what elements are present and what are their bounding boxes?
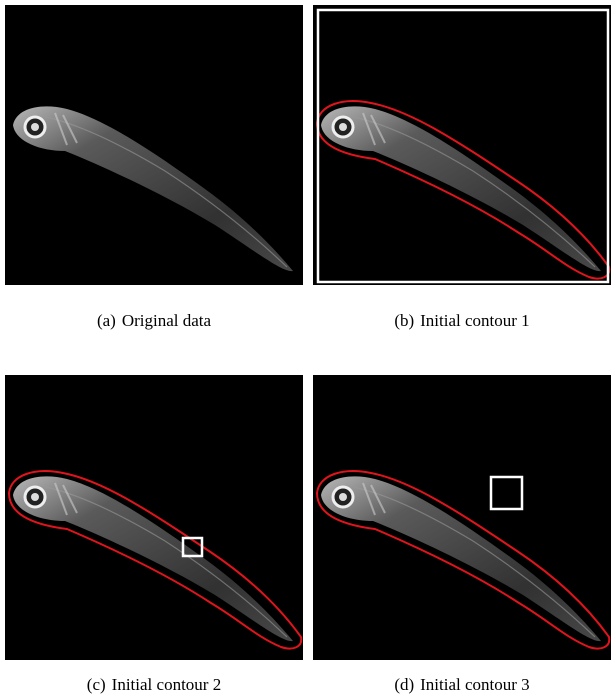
panel-a xyxy=(5,5,303,285)
panel-d xyxy=(313,375,611,660)
caption: (c) Initial contour 2 xyxy=(87,675,221,694)
caption-text: Initial contour 2 xyxy=(112,675,222,694)
figure: (a) Original data (b) Initial contour 1 (c… xyxy=(0,0,611,698)
caption: (d) Initial contour 3 xyxy=(394,675,529,694)
caption-label: (a) xyxy=(97,311,116,330)
caption-text: Initial contour 3 xyxy=(420,675,530,694)
caption-label: (d) xyxy=(394,675,414,694)
caption: (b) Initial contour 1 xyxy=(394,311,529,330)
panel-c xyxy=(5,375,303,660)
caption: (a) Original data xyxy=(97,311,212,330)
caption-label: (b) xyxy=(394,311,414,330)
caption-text: Initial contour 1 xyxy=(420,311,530,330)
page: {"panels": [ {"label": "(a)", "caption":… xyxy=(0,0,611,698)
caption-label: (c) xyxy=(87,675,106,694)
panel-b xyxy=(313,5,611,285)
caption-text: Original data xyxy=(122,311,212,330)
